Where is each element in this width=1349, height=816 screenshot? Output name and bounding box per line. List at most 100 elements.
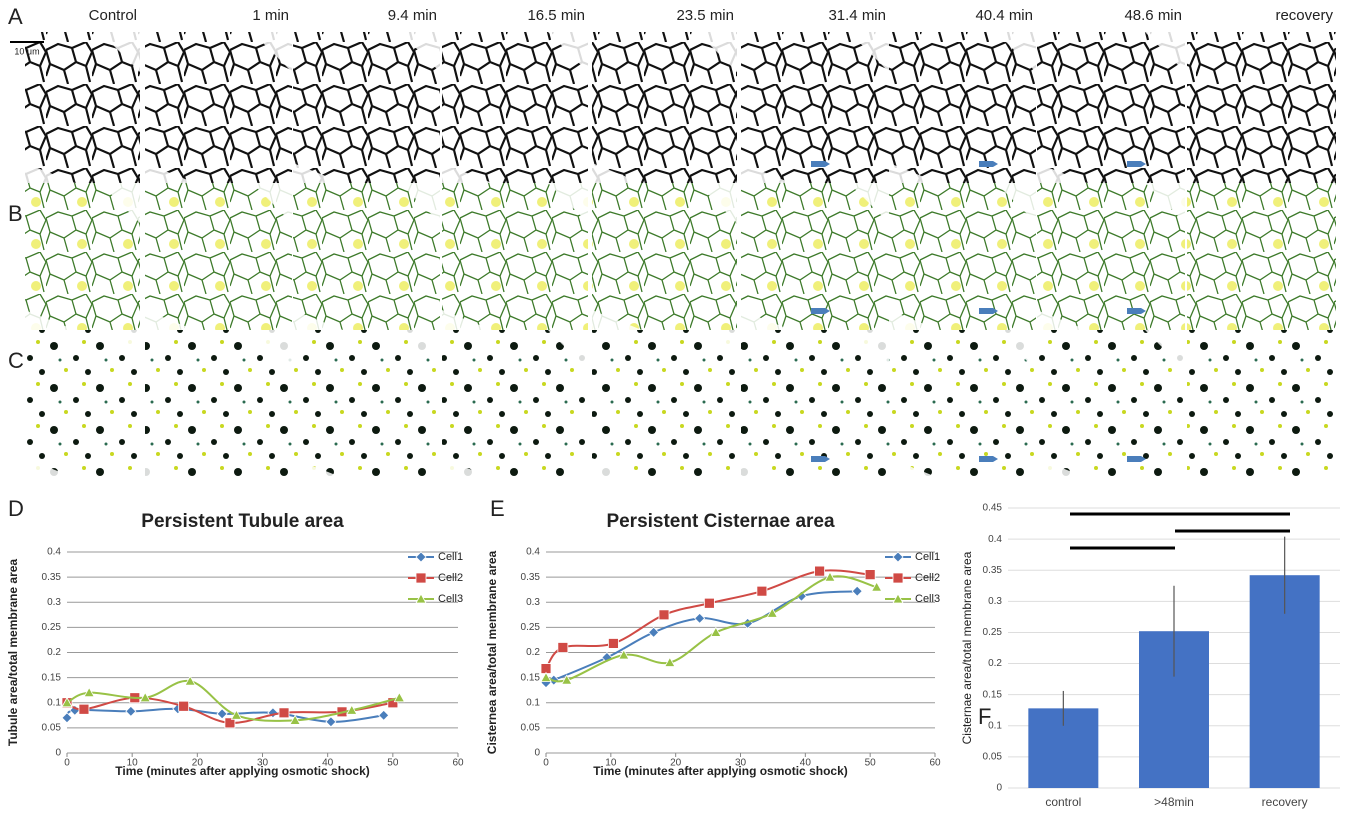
marker xyxy=(415,593,427,604)
arrow xyxy=(1127,456,1146,462)
marker xyxy=(139,691,151,703)
y-tick-label: 0.4 xyxy=(526,547,540,558)
micrograph xyxy=(889,32,1036,183)
title: Persistent Cisternae area xyxy=(606,511,835,532)
marker xyxy=(795,590,808,602)
y-axis-label: Tubule area/total membrane area xyxy=(6,559,20,747)
y-tick-label: 0.15 xyxy=(521,672,541,683)
background-band xyxy=(741,330,889,478)
x-tick-label: 20 xyxy=(192,758,204,769)
marker xyxy=(61,712,73,724)
panel-label: F xyxy=(978,704,991,729)
background-band xyxy=(741,183,889,330)
micrograph xyxy=(741,32,889,183)
micrograph xyxy=(25,330,140,478)
arrow xyxy=(979,308,998,314)
micrograph xyxy=(1037,32,1185,183)
panel-label: B xyxy=(8,201,23,226)
marker xyxy=(710,626,722,637)
y-tick-label: 0.25 xyxy=(42,622,62,633)
x-axis-label: Time (minutes after applying osmotic sho… xyxy=(115,764,370,778)
y-tick-label: 0.25 xyxy=(521,622,541,633)
marker xyxy=(325,716,337,728)
timepoint-label: 40.4 min xyxy=(975,7,1033,24)
background-band xyxy=(293,183,440,330)
micrograph xyxy=(1187,183,1336,330)
y-tick-label: 0.3 xyxy=(47,597,61,608)
marker xyxy=(892,551,904,563)
micrograph xyxy=(592,330,737,478)
y-tick-label: 0.1 xyxy=(526,697,540,708)
timepoint-label: recovery xyxy=(1275,7,1333,24)
marker xyxy=(694,612,706,624)
title: Persistent Tubule area xyxy=(141,511,344,532)
marker xyxy=(415,572,427,584)
x-axis-label: Time (minutes after applying osmotic sho… xyxy=(593,764,848,778)
timepoint-label: 48.6 min xyxy=(1124,7,1182,24)
panel-label: D xyxy=(8,496,24,521)
y-axis-label: Cisternae area/total membrane area xyxy=(960,551,974,744)
marker xyxy=(658,609,670,621)
micrograph xyxy=(293,330,440,478)
background-band xyxy=(145,32,292,183)
series-line xyxy=(66,679,400,722)
background-band xyxy=(293,330,440,478)
micrographs xyxy=(25,32,1336,478)
background-band xyxy=(25,330,140,478)
marker xyxy=(346,704,358,715)
x-tick-label: 60 xyxy=(929,758,941,769)
micrograph xyxy=(1187,330,1336,478)
micrograph xyxy=(741,330,889,478)
marker xyxy=(78,703,90,715)
y-tick-label: 0.25 xyxy=(983,627,1003,638)
marker xyxy=(870,581,883,592)
x-tick-label: 0 xyxy=(543,758,549,769)
background-band xyxy=(145,330,292,478)
marker xyxy=(814,565,825,577)
y-tick-label: 0.15 xyxy=(42,672,62,683)
marker xyxy=(851,585,863,597)
micrograph xyxy=(592,183,737,330)
y-tick-label: 0.45 xyxy=(983,503,1003,514)
background-band xyxy=(889,183,1036,330)
panel-label: C xyxy=(8,348,24,373)
x-tick-label: 50 xyxy=(865,758,877,769)
timepoint-label: 9.4 min xyxy=(388,7,437,24)
background-band xyxy=(592,32,737,183)
panel-label: A xyxy=(8,4,23,29)
timepoint-label: Control xyxy=(89,7,137,24)
micrograph xyxy=(145,32,292,183)
marker xyxy=(540,671,552,683)
legend-label: Cell3 xyxy=(438,593,463,605)
micrograph xyxy=(1037,330,1185,478)
arrow xyxy=(979,456,998,462)
y-tick-label: 0.2 xyxy=(47,647,61,658)
micrograph xyxy=(25,32,140,183)
y-tick-label: 0.05 xyxy=(983,752,1003,763)
micrograph xyxy=(1037,183,1185,330)
micrograph xyxy=(442,32,588,183)
micrograph xyxy=(1187,32,1336,183)
x-tick-label: 40 xyxy=(322,758,334,769)
micrograph xyxy=(293,183,440,330)
x-tick-label: 20 xyxy=(670,758,682,769)
x-tick-label: 60 xyxy=(452,758,464,769)
marker xyxy=(766,607,778,618)
marker xyxy=(540,663,552,674)
marker xyxy=(703,597,715,609)
x-tick-label: control xyxy=(1045,795,1081,809)
x-tick-label: 30 xyxy=(735,758,747,769)
y-tick-label: 0.2 xyxy=(988,658,1002,669)
micrograph xyxy=(889,330,1036,478)
marker xyxy=(216,708,228,720)
marker xyxy=(557,642,569,653)
marker xyxy=(892,572,904,584)
x-tick-label: recovery xyxy=(1262,795,1308,809)
x-tick-label: 30 xyxy=(257,758,269,769)
marker xyxy=(393,691,406,703)
marker xyxy=(608,638,619,649)
y-axis-label: Cisternea area/total membrane area xyxy=(485,550,499,754)
marker xyxy=(230,709,243,720)
y-tick-label: 0.35 xyxy=(42,572,62,583)
